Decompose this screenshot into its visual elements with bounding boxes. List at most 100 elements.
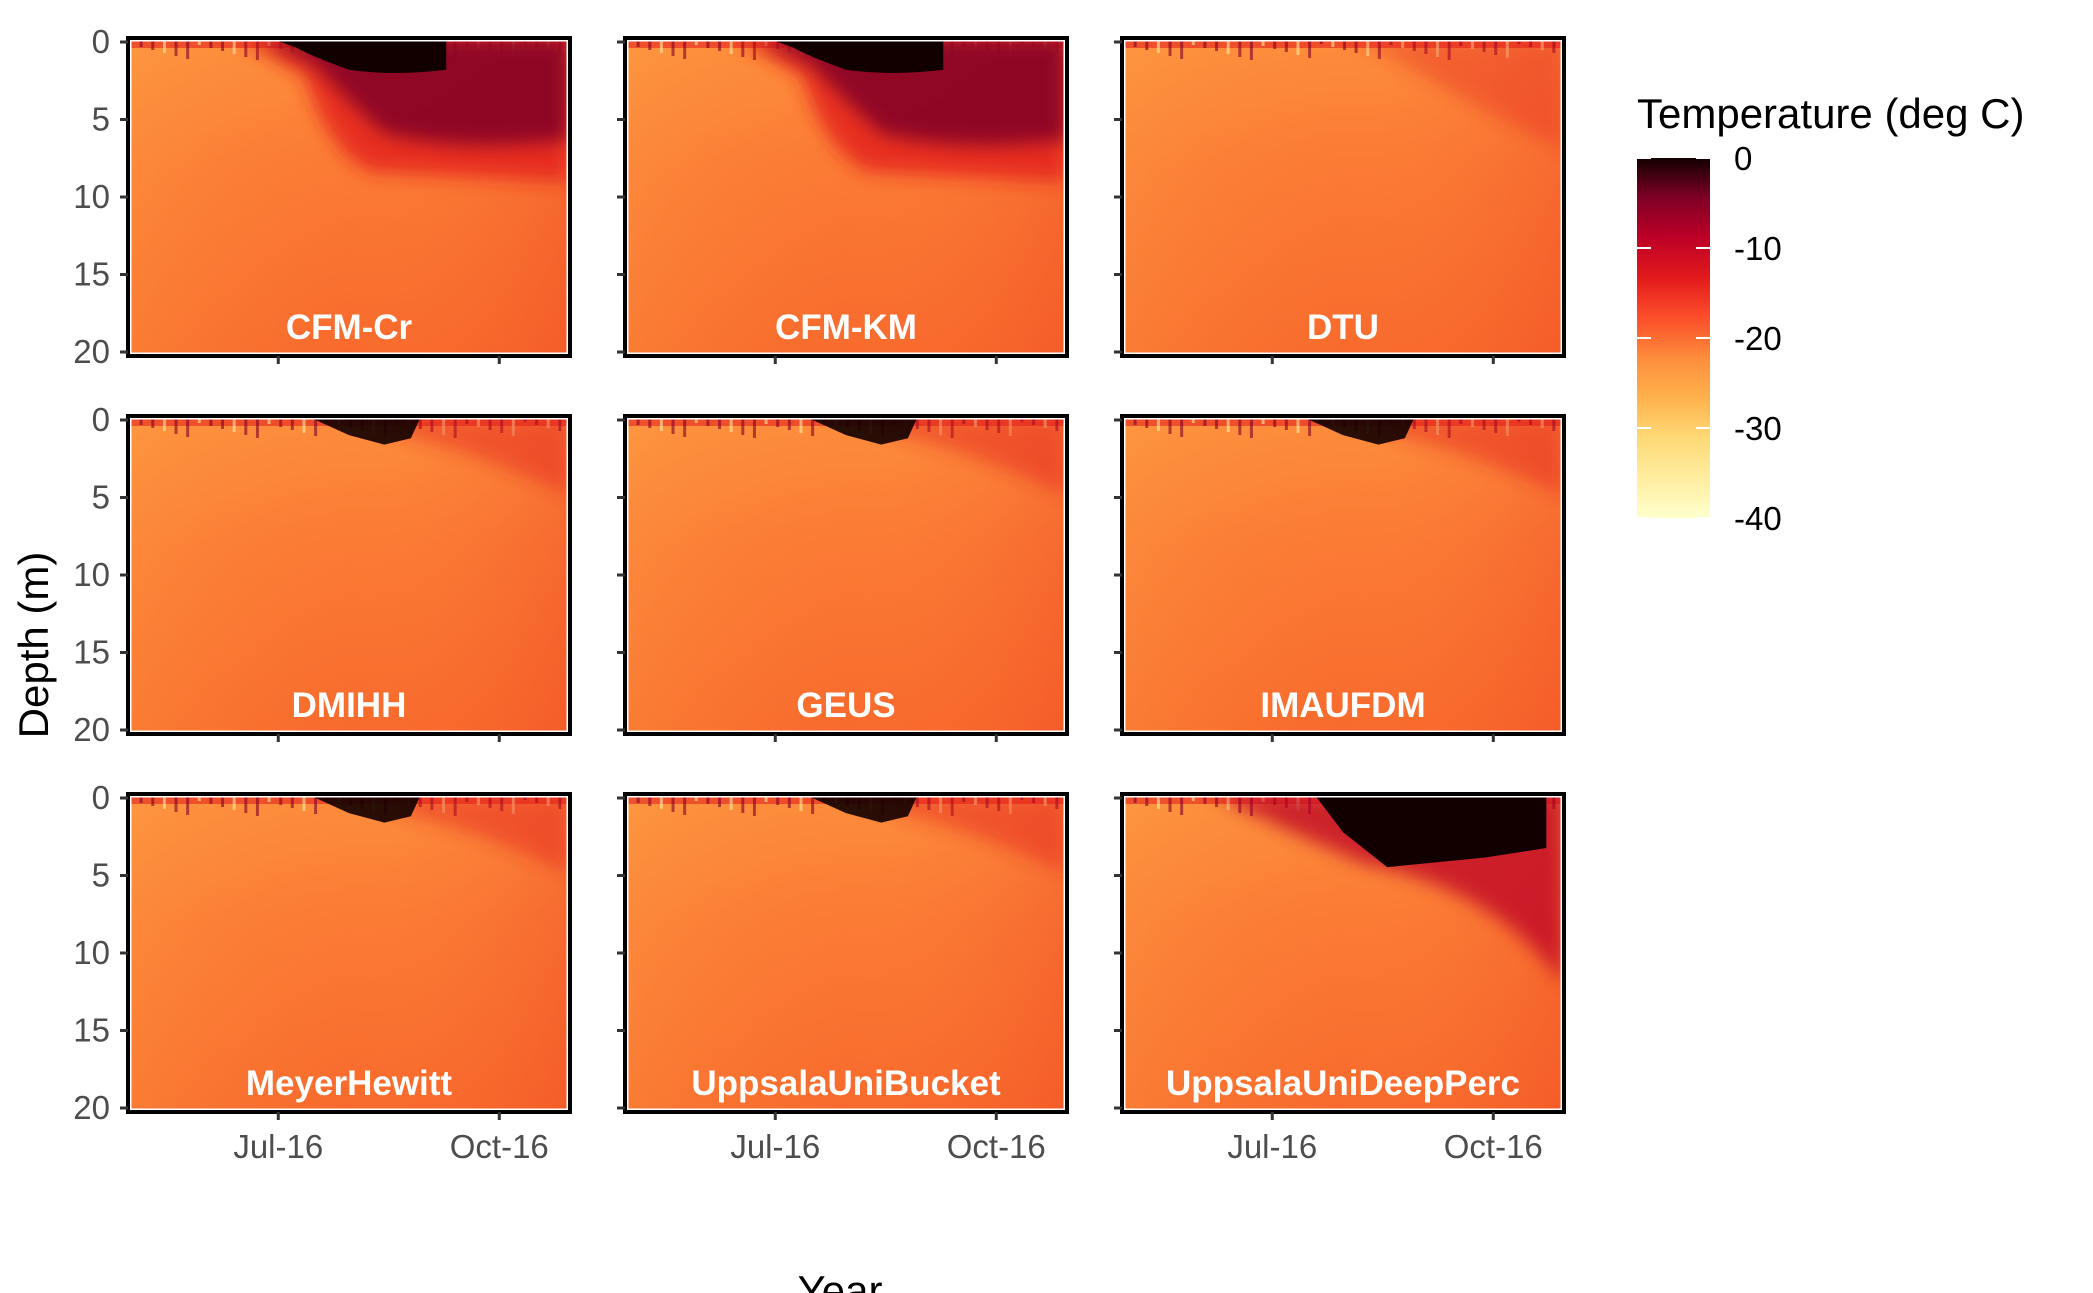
- surface-streak: [659, 38, 663, 53]
- surface-streak: [255, 38, 259, 60]
- surface-streak: [232, 416, 236, 432]
- legend: Temperature (deg C) 0 -10 -20 -30 -40: [1637, 90, 2025, 537]
- surface-streak: [636, 416, 640, 425]
- surface-streak: [752, 416, 756, 438]
- surface-streak: [1226, 794, 1230, 810]
- facet-label: DMIHH: [292, 686, 407, 725]
- surface-streak: [232, 794, 236, 810]
- y-tick-label: 15: [73, 1012, 110, 1049]
- surface-streak: [718, 416, 722, 429]
- surface-streak: [1296, 38, 1300, 55]
- facet-label: UppsalaUniDeepPerc: [1166, 1064, 1520, 1103]
- surface-streak: [1180, 794, 1184, 815]
- surface-streak: [162, 416, 166, 431]
- y-tick-label: 0: [92, 23, 110, 60]
- surface-streak: [659, 794, 663, 809]
- surface-streak: [636, 38, 640, 47]
- surface-streak: [648, 416, 652, 428]
- surface-streak: [1168, 38, 1172, 56]
- surface-streak: [1133, 794, 1137, 803]
- facet-panels: CFM-Cr 0 5 10 15 20 CFM-KM DTU DMIHH 0 5 10 15 20 GEUS…: [73, 23, 1566, 1165]
- facet-label: CFM-Cr: [286, 308, 413, 347]
- zero-degree-region: [766, 38, 944, 73]
- x-tick-label: Jul-16: [233, 1128, 323, 1165]
- surface-streak: [267, 794, 271, 802]
- surface-streak: [151, 416, 155, 428]
- surface-streak: [683, 794, 687, 815]
- y-tick-label: 15: [73, 634, 110, 671]
- surface-streak: [1203, 416, 1207, 426]
- surface-streak: [729, 794, 733, 810]
- surface-streak: [648, 38, 652, 50]
- x-tick-label: Oct-16: [450, 1128, 549, 1165]
- y-tick-label: 10: [73, 556, 110, 593]
- heatmap-shading: [625, 794, 1067, 1112]
- heatmap-field: [128, 416, 570, 734]
- surface-streak: [776, 794, 780, 805]
- surface-streak: [1249, 416, 1253, 438]
- warm-region: [1343, 38, 1564, 150]
- surface-streak: [1226, 38, 1230, 54]
- warm-region: [868, 794, 1067, 874]
- facet-panel: UppsalaUniDeepPerc Jul-16 Oct-16: [1114, 792, 1566, 1165]
- surface-streak: [648, 794, 652, 806]
- heatmap-field: [1122, 416, 1564, 734]
- facet-panel: IMAUFDM: [1114, 414, 1566, 742]
- surface-streak: [1156, 38, 1160, 53]
- surface-streak: [1215, 38, 1219, 51]
- surface-streak: [221, 416, 225, 429]
- surface-streak: [1180, 416, 1184, 437]
- heatmap-shading: [1122, 416, 1564, 734]
- surface-streak: [174, 416, 178, 434]
- surface-streak: [1203, 794, 1207, 804]
- surface-streak: [1331, 38, 1335, 47]
- y-tick-label: 5: [92, 479, 110, 516]
- surface-streak: [1133, 38, 1137, 47]
- x-tick-label: Oct-16: [1444, 1128, 1543, 1165]
- surface-streak: [1180, 38, 1184, 59]
- surface-streak: [244, 38, 248, 57]
- heatmap-field: [128, 38, 570, 356]
- surface-streak: [1168, 416, 1172, 434]
- surface-streak: [1238, 38, 1242, 57]
- surface-streak: [174, 38, 178, 56]
- heatmap-field: [128, 794, 570, 1112]
- surface-streak: [811, 416, 815, 436]
- surface-streak: [244, 416, 248, 435]
- legend-tick-label: -10: [1734, 230, 1782, 267]
- zero-degree-region: [810, 419, 917, 445]
- surface-streak: [290, 794, 294, 808]
- facet-label: GEUS: [796, 686, 895, 725]
- zero-degree-region: [810, 797, 917, 823]
- surface-streak: [1261, 416, 1265, 424]
- surface-streak: [799, 416, 803, 433]
- surface-streak: [186, 38, 190, 59]
- surface-streak: [671, 38, 675, 56]
- warm-region: [371, 794, 570, 874]
- surface-streak: [741, 38, 745, 57]
- facet-label: IMAUFDM: [1260, 686, 1425, 725]
- surface-streak: [1215, 416, 1219, 429]
- surface-streak: [139, 38, 143, 47]
- y-axis-title: Depth (m): [10, 552, 57, 739]
- surface-streak: [752, 38, 756, 60]
- surface-streak: [1145, 416, 1149, 428]
- y-tick-label: 10: [73, 178, 110, 215]
- legend-tick-label: 0: [1734, 140, 1752, 177]
- surface-streak: [209, 416, 213, 426]
- surface-streak: [741, 794, 745, 813]
- surface-streak: [671, 416, 675, 434]
- surface-streak: [162, 38, 166, 53]
- x-tick-label: Oct-16: [947, 1128, 1046, 1165]
- surface-streak: [209, 38, 213, 48]
- zero-degree-region: [1316, 797, 1547, 868]
- surface-streak: [221, 38, 225, 51]
- heatmap-shading: [128, 794, 570, 1112]
- surface-streak: [1284, 38, 1288, 52]
- surface-streak: [636, 794, 640, 803]
- facet-label: DTU: [1307, 308, 1379, 347]
- y-tick-label: 20: [73, 711, 110, 748]
- warm-region: [868, 416, 1067, 496]
- heatmap-field: [1122, 38, 1564, 356]
